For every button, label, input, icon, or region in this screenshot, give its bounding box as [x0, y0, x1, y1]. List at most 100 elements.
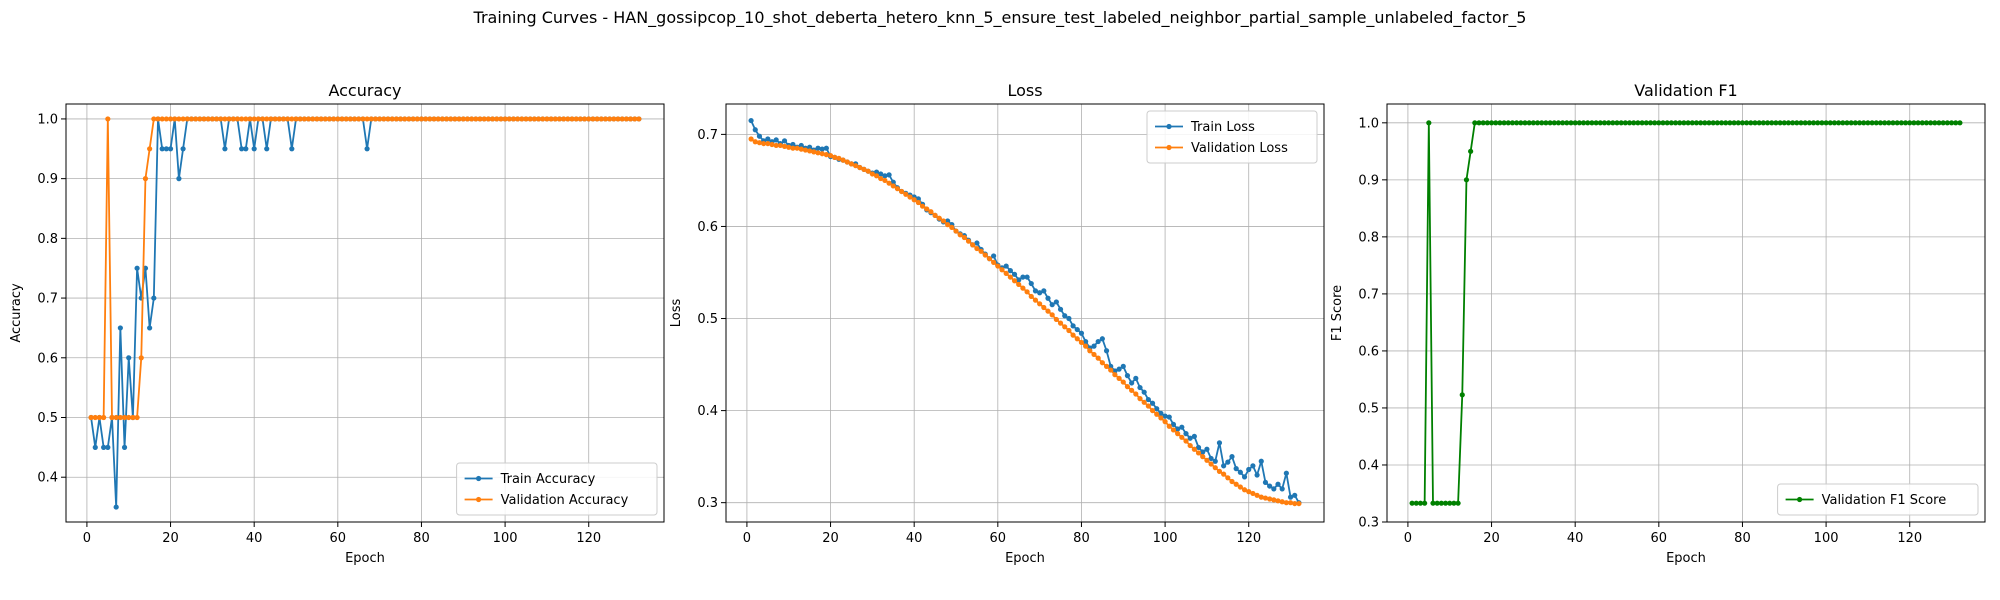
validation-accuracy-point — [377, 116, 383, 122]
legend-label: Train Accuracy — [500, 472, 596, 487]
train-accuracy-point — [364, 146, 370, 152]
validation-accuracy-point — [636, 116, 642, 122]
validation-loss-point — [974, 245, 980, 252]
validation-loss-point — [886, 180, 892, 186]
validation-f1-score-point — [1677, 120, 1683, 126]
validation-loss-point — [1099, 360, 1105, 366]
train-loss-point — [823, 145, 829, 151]
validation-f1-score-point — [1810, 120, 1817, 126]
validation-loss-point — [924, 206, 930, 212]
validation-loss-point — [1141, 399, 1147, 405]
validation-f1-score-point — [1739, 120, 1746, 126]
validation-loss-point — [986, 256, 993, 262]
validation-f1-score-point — [1877, 120, 1884, 126]
train-loss-point — [1129, 380, 1135, 386]
validation-f1-score-point — [1442, 500, 1449, 506]
validation-f1-score-point — [1593, 120, 1599, 126]
validation-accuracy-point — [234, 116, 241, 122]
validation-f1-score-point — [1434, 500, 1440, 506]
validation-f1-score-point — [1698, 120, 1704, 126]
validation-loss-point — [919, 203, 926, 209]
y-tick-label: 0.5 — [37, 411, 58, 426]
validation-accuracy-point — [335, 116, 341, 122]
train-loss-point — [1108, 363, 1114, 369]
validation-f1-score-point — [1476, 120, 1482, 126]
x-tick-label: 100 — [1153, 531, 1178, 546]
legend-marker — [1166, 123, 1172, 130]
train-loss-point — [1292, 492, 1298, 498]
validation-loss-point — [756, 140, 763, 146]
validation-f1-score-point — [1827, 120, 1833, 126]
train-loss-point — [790, 141, 796, 148]
validation-f1-score-point — [1773, 120, 1779, 126]
validation-accuracy-point — [314, 116, 320, 122]
validation-f1-score-point — [1957, 120, 1963, 126]
train-loss-point — [1095, 338, 1101, 345]
validation-accuracy-point — [276, 116, 282, 122]
train-loss-point — [1191, 433, 1197, 439]
train-accuracy-point — [176, 176, 182, 182]
y-tick-label: 0.3 — [697, 496, 718, 511]
validation-accuracy-point — [489, 116, 496, 122]
validation-loss-point — [1158, 415, 1164, 421]
validation-f1-score-point — [1501, 120, 1507, 126]
validation-loss-point — [936, 215, 942, 221]
validation-loss-point — [1187, 442, 1193, 449]
train-loss-point — [886, 172, 892, 178]
validation-accuracy-point — [297, 116, 303, 122]
validation-f1-score-point — [1631, 120, 1637, 126]
validation-accuracy-point — [527, 116, 533, 122]
y-axis-label: Loss — [669, 299, 684, 328]
validation-loss-point — [1129, 387, 1135, 393]
validation-accuracy-point — [280, 116, 287, 122]
validation-accuracy-point — [397, 116, 404, 122]
train-loss-point — [1003, 263, 1009, 269]
train-loss-point — [1183, 431, 1189, 437]
validation-accuracy-point — [402, 116, 408, 122]
train-loss-point — [1283, 470, 1289, 476]
validation-f1-score-point — [1898, 120, 1904, 126]
validation-f1-score-point — [1597, 120, 1603, 126]
validation-accuracy-point — [586, 116, 592, 122]
validation-loss-point — [1183, 438, 1189, 444]
validation-f1-score-point — [1493, 120, 1499, 126]
train-loss-point — [1279, 486, 1285, 492]
train-loss-point — [991, 253, 997, 259]
validation-loss-point — [1066, 327, 1072, 334]
train-loss-point — [878, 171, 884, 177]
train-loss-point — [1179, 424, 1185, 430]
legend-label: Validation Loss — [1191, 141, 1288, 156]
train-loss-point — [1271, 486, 1277, 492]
train-loss-point — [1216, 440, 1223, 446]
validation-loss-point — [1154, 411, 1160, 417]
validation-loss-point — [777, 142, 783, 149]
validation-loss-point — [1233, 481, 1239, 487]
validation-loss-point — [1241, 487, 1248, 493]
validation-loss-point — [940, 218, 947, 224]
train-loss-point — [1062, 313, 1068, 319]
validation-accuracy-point — [163, 116, 169, 122]
validation-accuracy-point — [343, 116, 349, 122]
validation-accuracy-point — [385, 116, 391, 122]
validation-loss-point — [995, 263, 1001, 269]
train-loss-point — [890, 179, 896, 185]
validation-loss-point — [823, 152, 829, 158]
validation-accuracy-point — [360, 116, 366, 122]
train-accuracy-point — [113, 504, 119, 510]
validation-f1-score-point — [1781, 120, 1787, 126]
validation-f1-score-point — [1643, 120, 1649, 126]
validation-accuracy-point — [130, 414, 136, 421]
validation-f1-score-point — [1518, 120, 1524, 126]
validation-accuracy-point — [105, 116, 111, 122]
validation-accuracy-point — [222, 116, 228, 122]
validation-loss-point — [999, 267, 1005, 273]
validation-loss-point — [882, 177, 888, 184]
validation-f1-score-point — [1568, 120, 1574, 126]
validation-loss-point — [1133, 391, 1139, 397]
validation-f1-score-point — [1928, 120, 1934, 126]
validation-accuracy-point — [218, 116, 224, 122]
x-tick-label: 40 — [246, 531, 263, 546]
validation-accuracy-point — [469, 116, 475, 122]
validation-f1-score-point — [1823, 120, 1829, 126]
validation-loss-point — [1229, 478, 1235, 485]
